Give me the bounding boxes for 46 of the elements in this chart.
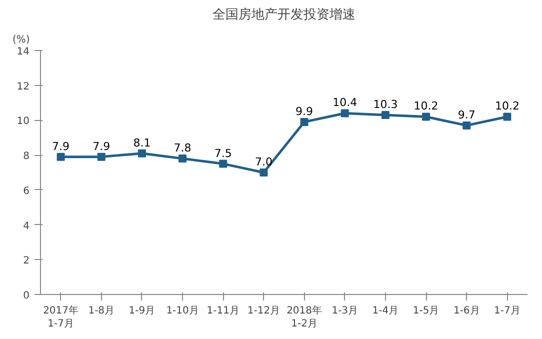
x-tick-label: 1-10月 — [166, 306, 199, 316]
y-tick-label: 10 — [16, 116, 30, 128]
point — [462, 121, 471, 130]
point — [56, 152, 65, 161]
text: 7.8 — [174, 142, 192, 155]
text: 7.5 — [214, 146, 232, 160]
point — [219, 160, 228, 168]
text: 7.9 — [52, 140, 70, 153]
text: 10.3 — [373, 98, 398, 111]
x-tick-label: 1-7月 — [494, 306, 520, 316]
y-tick-label: 12 — [16, 81, 30, 92]
point — [260, 168, 268, 176]
y-tick-label: 6 — [23, 186, 30, 197]
text: 8.1 — [133, 136, 151, 150]
text: 9.9 — [296, 104, 314, 118]
x-tick-label: 1-6月 — [453, 306, 480, 316]
x-tick-label: 1-5月 — [412, 306, 440, 316]
point — [138, 149, 146, 158]
point — [422, 112, 430, 121]
text: 7.0 — [254, 156, 272, 168]
x-tick-label: 1-11月 — [206, 306, 240, 316]
x-tick-label: 2017年 1-7月 — [43, 304, 79, 330]
text: 10.2 — [414, 100, 438, 113]
text: 10.2 — [494, 100, 520, 113]
point — [381, 110, 390, 119]
text: 7.9 — [92, 140, 110, 153]
point — [97, 152, 106, 161]
x-tick-label: 1-4月 — [372, 306, 399, 316]
point — [178, 154, 187, 163]
y-tick-label: 2 — [23, 256, 30, 267]
point — [503, 112, 512, 121]
point — [340, 109, 349, 118]
y-axis-title: (%) — [12, 34, 30, 46]
x-tick-label: 2018年 1-2月 — [286, 304, 322, 330]
y-tick-label: 0 — [23, 290, 30, 302]
x-tick-label: 1-12月 — [247, 306, 280, 316]
x-tick-label: 1-3月 — [332, 306, 358, 316]
text: 10.4 — [332, 96, 358, 110]
y-tick-label: 8 — [23, 151, 30, 162]
text: 9.7 — [458, 108, 476, 122]
point — [300, 118, 308, 126]
y-tick-label: 14 — [16, 46, 30, 58]
y-tick-label: 4 — [23, 220, 30, 232]
chart-title: 全国房地产开发投资增速 — [212, 6, 356, 22]
x-tick-label: 1-8月 — [88, 306, 115, 316]
x-tick-label: 1-9月 — [128, 306, 156, 316]
